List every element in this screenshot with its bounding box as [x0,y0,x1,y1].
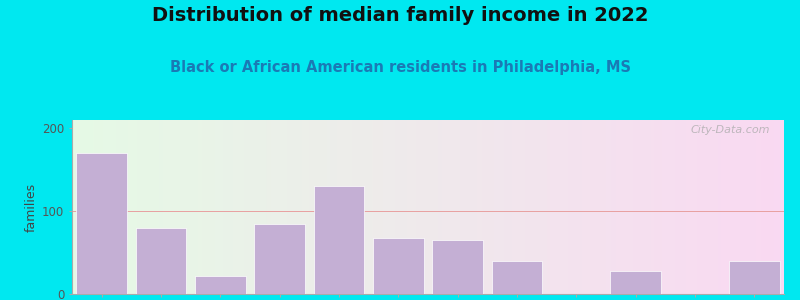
Bar [314,186,364,294]
Text: City-Data.com: City-Data.com [690,125,770,135]
Bar [433,240,483,294]
Bar [492,261,542,294]
Bar [195,276,246,294]
Y-axis label: families: families [25,182,38,232]
Text: Distribution of median family income in 2022: Distribution of median family income in … [152,6,648,25]
Bar [77,153,127,294]
Bar [254,224,305,294]
Bar [610,271,661,294]
Text: Black or African American residents in Philadelphia, MS: Black or African American residents in P… [170,60,630,75]
Bar [729,261,779,294]
Bar [136,228,186,294]
Bar [373,238,423,294]
